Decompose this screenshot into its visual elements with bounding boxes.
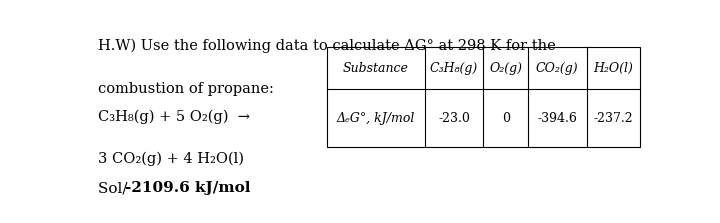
Text: H₂O(l): H₂O(l) xyxy=(593,62,633,75)
Text: -23.0: -23.0 xyxy=(438,112,470,125)
Text: Sol/: Sol/ xyxy=(99,181,132,195)
Text: -237.2: -237.2 xyxy=(593,112,633,125)
Text: 3 CO₂(g) + 4 H₂O(l): 3 CO₂(g) + 4 H₂O(l) xyxy=(99,152,244,167)
Text: C₃H₈(g): C₃H₈(g) xyxy=(430,62,478,75)
Text: -394.6: -394.6 xyxy=(537,112,577,125)
Text: CO₂(g): CO₂(g) xyxy=(536,62,579,75)
Text: combustion of propane:: combustion of propane: xyxy=(99,82,274,96)
Text: Substance: Substance xyxy=(343,62,409,75)
Bar xyxy=(327,47,639,147)
Text: H.W) Use the following data to calculate ΔG° at 298 K for the: H.W) Use the following data to calculate… xyxy=(99,39,556,53)
Text: -2109.6 kJ/mol: -2109.6 kJ/mol xyxy=(125,181,251,195)
Text: O₂(g): O₂(g) xyxy=(489,62,522,75)
Text: 0: 0 xyxy=(502,112,510,125)
Text: ΔₑG°, kJ/mol: ΔₑG°, kJ/mol xyxy=(337,112,415,125)
Text: C₃H₈(g) + 5 O₂(g)  →: C₃H₈(g) + 5 O₂(g) → xyxy=(99,109,251,124)
